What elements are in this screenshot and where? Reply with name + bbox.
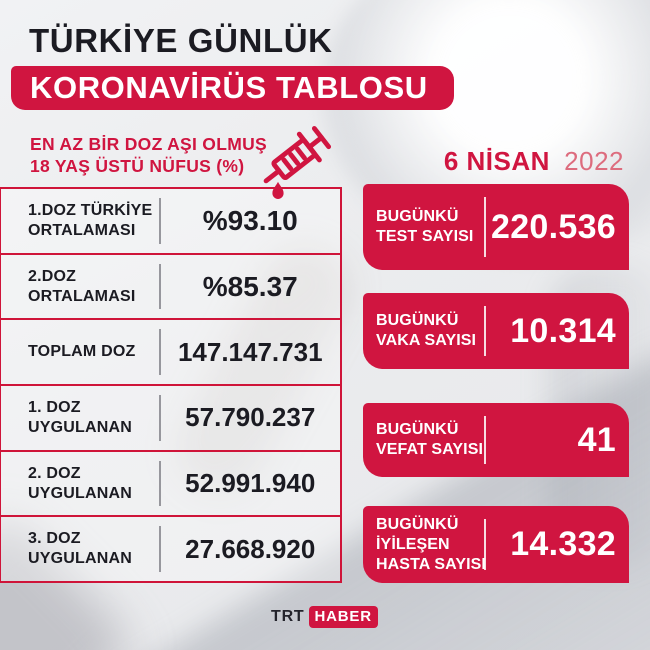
stat-badge-recovered: BUGÜNKÜ İYİLEŞEN HASTA SAYISI 14.332 xyxy=(363,506,629,583)
vaccination-table: 1.DOZ TÜRKİYE ORTALAMASI %93.10 2.DOZ OR… xyxy=(0,187,342,583)
row-divider xyxy=(159,460,161,507)
row-value: 52.991.940 xyxy=(185,468,316,499)
trt-haber-logo: TRT HABER xyxy=(271,606,378,628)
row-divider xyxy=(159,329,161,376)
row-value: %85.37 xyxy=(202,270,298,302)
row-value: 147.147.731 xyxy=(177,336,323,367)
table-row-dose1-average: 1.DOZ TÜRKİYE ORTALAMASI %93.10 xyxy=(1,189,340,255)
report-date-year: 2022 xyxy=(564,146,624,176)
stat-value: 10.314 xyxy=(510,311,616,350)
table-row-dose2-applied: 2. DOZ UYGULANAN 52.991.940 xyxy=(1,452,340,518)
vaccination-heading: EN AZ BİR DOZ AŞI OLMUŞ 18 YAŞ ÜSTÜ NÜFU… xyxy=(30,133,267,177)
row-label: 1. DOZ UYGULANAN xyxy=(28,398,133,436)
table-row-total-doses: TOPLAM DOZ 147.147.731 xyxy=(1,320,340,387)
row-value: 57.790.237 xyxy=(185,402,316,433)
stat-label: BUGÜNKÜ VEFAT SAYISI xyxy=(376,421,484,458)
row-value: 27.668.920 xyxy=(185,533,316,564)
syringe-icon xyxy=(263,126,332,184)
report-date: 6 NİSAN 2022 xyxy=(444,146,624,177)
row-divider xyxy=(159,198,161,244)
stat-value: 41 xyxy=(577,420,616,459)
stat-value: 220.536 xyxy=(490,207,616,246)
row-value: %93.10 xyxy=(202,204,298,236)
trt-logo-text: TRT xyxy=(271,608,305,625)
row-divider xyxy=(159,263,161,310)
stat-divider xyxy=(484,519,486,570)
stat-divider xyxy=(484,416,486,464)
vaccination-heading-line2: 18 YAŞ ÜSTÜ NÜFUS (%) xyxy=(30,156,245,176)
haber-logo-badge: HABER xyxy=(308,606,378,628)
banner-title: KORONAVİRÜS TABLOSU xyxy=(11,66,454,110)
row-label: 2.DOZ ORTALAMASI xyxy=(28,267,136,305)
row-label: 3. DOZ UYGULANAN xyxy=(28,530,133,568)
page-title: TÜRKİYE GÜNLÜK xyxy=(29,22,333,59)
stat-badge-deaths: BUGÜNKÜ VEFAT SAYISI 41 xyxy=(363,403,629,477)
stat-label: BUGÜNKÜ İYİLEŞEN HASTA SAYISI xyxy=(376,515,486,573)
row-label: 2. DOZ UYGULANAN xyxy=(28,464,133,502)
table-row-dose1-applied: 1. DOZ UYGULANAN 57.790.237 xyxy=(1,386,340,452)
stat-divider xyxy=(484,306,486,356)
table-row-dose2-average: 2.DOZ ORTALAMASI %85.37 xyxy=(1,255,340,321)
report-date-day-month: 6 NİSAN xyxy=(443,146,550,176)
stat-value: 14.332 xyxy=(510,525,616,563)
drop-icon xyxy=(272,181,284,200)
row-divider xyxy=(159,395,161,441)
row-label: 1.DOZ TÜRKİYE ORTALAMASI xyxy=(28,201,153,239)
vaccination-heading-line1: EN AZ BİR DOZ AŞI OLMUŞ xyxy=(30,134,267,154)
row-divider xyxy=(159,526,161,573)
stat-label: BUGÜNKÜ TEST SAYISI xyxy=(376,208,474,245)
stat-badge-tests: BUGÜNKÜ TEST SAYISI 220.536 xyxy=(363,184,629,270)
row-label: TOPLAM DOZ xyxy=(28,343,136,361)
table-row-dose3-applied: 3. DOZ UYGULANAN 27.668.920 xyxy=(1,517,340,581)
stat-badge-cases: BUGÜNKÜ VAKA SAYISI 10.314 xyxy=(363,293,629,369)
stat-label: BUGÜNKÜ VAKA SAYISI xyxy=(376,312,477,349)
